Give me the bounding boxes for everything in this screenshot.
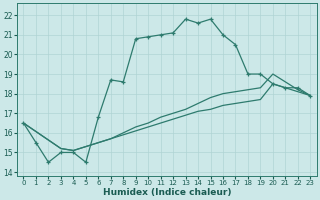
X-axis label: Humidex (Indice chaleur): Humidex (Indice chaleur) bbox=[103, 188, 231, 197]
